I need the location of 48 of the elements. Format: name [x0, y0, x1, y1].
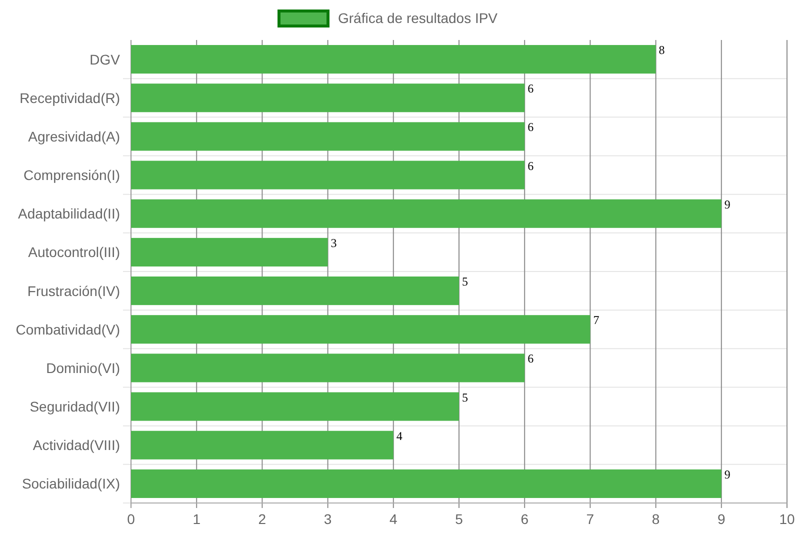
x-tick-label: 7 [586, 511, 594, 527]
y-tick-label: Sociabilidad(IX) [22, 476, 120, 492]
x-tick-label: 5 [455, 511, 464, 527]
bar [131, 238, 328, 266]
x-tick-label: 8 [652, 511, 660, 527]
bar [131, 84, 525, 112]
x-tick-label: 10 [779, 511, 795, 527]
data-label: 7 [593, 313, 600, 328]
y-tick-label: Dominio(VI) [46, 360, 120, 376]
bar [131, 122, 525, 151]
data-label: 8 [658, 43, 665, 58]
data-label: 5 [462, 274, 468, 289]
bar [131, 276, 459, 306]
y-tick-label: Actividad(VIII) [32, 437, 120, 454]
data-label: 6 [528, 352, 534, 366]
x-tick-label: 1 [192, 511, 201, 527]
x-tick-label: 2 [258, 511, 266, 527]
y-tick-label: DGV [90, 51, 121, 68]
data-label: 4 [396, 428, 402, 443]
data-label: 5 [462, 390, 468, 404]
y-tick-label: Frustración(IV) [27, 282, 120, 299]
data-label: 6 [528, 158, 534, 173]
bar [131, 469, 722, 498]
y-tick-label: Combatividad(V) [16, 321, 120, 338]
y-tick-label: Receptividad(R) [20, 90, 120, 106]
data-label: 9 [724, 467, 730, 482]
bar [131, 160, 525, 190]
y-tick-label: Agresividad(A) [28, 128, 120, 144]
x-tick-label: 0 [127, 511, 136, 527]
y-tick-label: Seguridad(VII) [30, 398, 120, 415]
bar [131, 199, 722, 228]
x-tick-label: 4 [390, 511, 398, 527]
x-tick-label: 9 [718, 511, 726, 527]
bar [131, 430, 394, 460]
bar [131, 45, 656, 74]
x-tick-label: 6 [520, 511, 529, 527]
data-label: 9 [724, 197, 730, 212]
bar [131, 392, 459, 421]
bar [131, 315, 590, 344]
data-label: 6 [528, 82, 534, 96]
x-tick-label: 3 [324, 511, 332, 527]
y-tick-label: Comprensión(I) [24, 167, 120, 184]
y-tick-label: Autocontrol(III) [28, 244, 120, 260]
bar [131, 354, 525, 382]
y-tick-label: Adaptabilidad(II) [18, 206, 120, 222]
legend-label: Gráfica de resultados IPV [338, 10, 498, 26]
data-label: 3 [330, 236, 337, 250]
data-label: 6 [528, 120, 534, 134]
